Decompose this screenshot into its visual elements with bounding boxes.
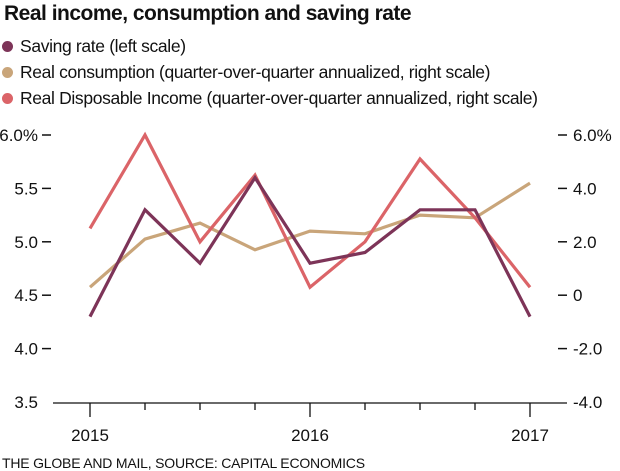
left-tick-label: 6.0%	[0, 126, 38, 145]
legend-dot-icon	[2, 41, 13, 52]
right-tick-label: -2.0	[573, 340, 602, 359]
right-tick-label: 6.0%	[573, 126, 612, 145]
legend-label: Real consumption (quarter-over-quarter a…	[20, 62, 491, 82]
left-tick-label: 4.5	[14, 286, 38, 305]
legend-label: Saving rate (left scale)	[20, 36, 186, 56]
right-tick-label: 4.0	[573, 179, 597, 198]
left-tick-label: 5.5	[14, 179, 38, 198]
legend-dot-icon	[2, 67, 13, 78]
series-line-real-consumption	[88, 181, 531, 289]
series-layer	[88, 131, 532, 318]
right-axis: 6.0% 4.0 2.0 0 -2.0 -4.0	[558, 126, 612, 412]
left-tick-label: 5.0	[14, 233, 38, 252]
right-tick-label: -4.0	[573, 393, 602, 412]
right-tick-label: 2.0	[573, 233, 597, 252]
left-tick-label: 3.5	[14, 393, 38, 412]
legend-dot-icon	[2, 93, 13, 104]
right-tick-label: 0	[573, 286, 582, 305]
left-tick-label: 4.0	[14, 340, 38, 359]
series-line-real-disposable-income	[88, 131, 532, 290]
x-tick-label: 2015	[71, 426, 109, 445]
x-tick-label: 2016	[291, 426, 329, 445]
x-tick-label: 2017	[511, 426, 549, 445]
source-note: THE GLOBE AND MAIL, SOURCE: CAPITAL ECON…	[2, 455, 365, 471]
chart-title: Real income, consumption and saving rate	[4, 2, 412, 25]
legend-label: Real Disposable Income (quarter-over-qua…	[20, 88, 538, 108]
left-axis: 6.0% 5.5 5.0 4.5 4.0 3.5	[0, 126, 51, 412]
x-axis: 2015 2016 2017	[53, 402, 567, 445]
series-line-saving-rate	[88, 174, 532, 318]
